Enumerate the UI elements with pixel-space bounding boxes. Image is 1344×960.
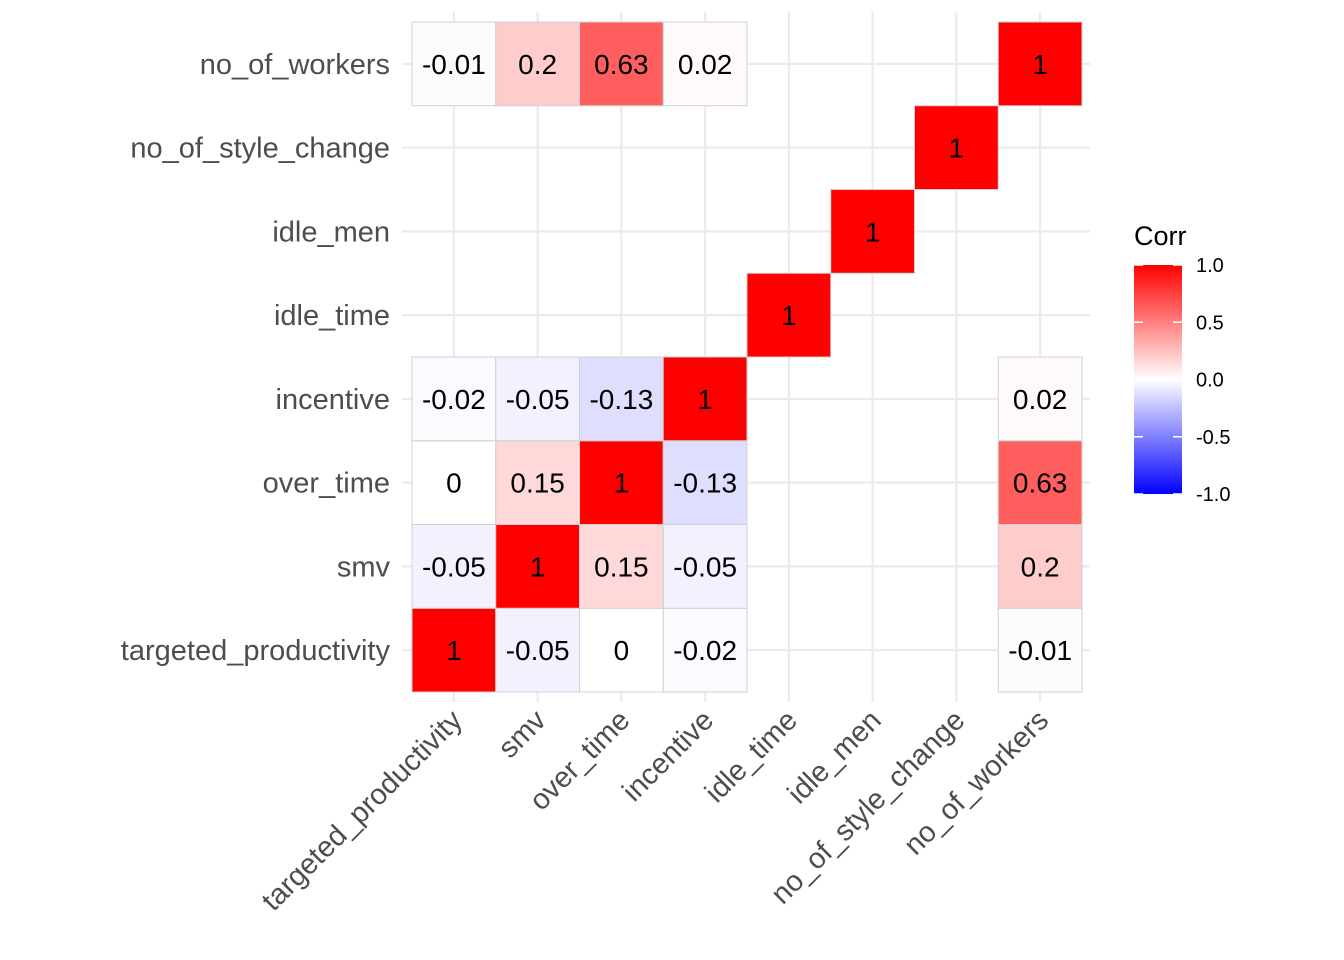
heatmap-cell xyxy=(579,356,664,442)
legend-title: Corr xyxy=(1134,221,1187,251)
heatmap-cell xyxy=(662,440,748,525)
cell-value-label: 0.15 xyxy=(594,551,649,582)
legend-tick-label: 0.0 xyxy=(1196,370,1224,392)
heatmap-cell xyxy=(495,440,580,525)
cell-value-label: 0 xyxy=(614,635,630,666)
legend-tick-label: 0.5 xyxy=(1196,312,1224,334)
heatmap-cell xyxy=(997,524,1083,609)
heatmap-cell xyxy=(411,524,497,609)
heatmap-cell xyxy=(830,189,915,274)
cell-value-label: 0.02 xyxy=(1013,384,1068,415)
cell-value-label: -0.01 xyxy=(422,49,486,80)
y-tick-label: over_time xyxy=(263,468,390,500)
legend: Corr 1.0 0.5 0.0 -0.5 -1.0 xyxy=(1134,221,1230,506)
cell-value-label: -0.05 xyxy=(422,551,486,582)
cell-value-label: 0.63 xyxy=(1013,468,1068,499)
heatmap-cell xyxy=(662,21,748,107)
heatmap-cell xyxy=(411,440,497,525)
cell-value-label: 0 xyxy=(446,468,462,499)
heatmap-cell xyxy=(662,524,748,609)
heatmap-cell xyxy=(411,356,497,442)
cell-value-label: -0.05 xyxy=(506,384,570,415)
x-tick-label: targeted_productivity xyxy=(256,704,469,917)
heatmap-cell xyxy=(579,21,664,107)
heatmap-cell xyxy=(997,356,1083,442)
cell-value-label: -0.02 xyxy=(422,384,486,415)
cell-value-label: 1 xyxy=(614,468,630,499)
cell-value-label: -0.13 xyxy=(673,468,737,499)
heatmap-cell xyxy=(997,21,1083,107)
cell-value-label: -0.05 xyxy=(506,635,570,666)
cell-labels: 1 -0.05 0 -0.02 -0.01 -0.05 1 0.15 -0.05 0.2 0 0.15… xyxy=(422,49,1072,666)
heatmap-cell xyxy=(914,105,999,190)
heatmap-cell xyxy=(997,607,1083,693)
cell-value-label: 1 xyxy=(530,551,546,582)
x-axis-tick-labels: targeted_productivity smvover_timeincenti… xyxy=(256,704,1055,917)
cell-value-label: 1 xyxy=(1032,49,1048,80)
heatmap-cell xyxy=(579,440,664,525)
cell-value-label: 0.15 xyxy=(510,468,565,499)
cell-value-label: -0.01 xyxy=(1008,635,1072,666)
y-tick-label: no_of_style_change xyxy=(130,133,390,165)
cell-value-label: -0.13 xyxy=(589,384,653,415)
cell-value-label: 0.02 xyxy=(678,49,733,80)
y-tick-label: smv xyxy=(337,551,391,583)
legend-tick-label: -0.5 xyxy=(1196,427,1230,449)
y-tick-label: idle_men xyxy=(272,216,390,248)
x-tick-label: smv xyxy=(492,704,553,765)
heatmap-cell xyxy=(579,607,664,693)
cell-value-label: 1 xyxy=(949,133,965,164)
heatmap-cell xyxy=(495,607,580,693)
heatmap-cell xyxy=(662,607,748,693)
y-tick-label: targeted_productivity xyxy=(121,635,391,667)
y-tick-label: no_of_workers xyxy=(200,49,390,81)
heatmap-cell xyxy=(495,356,580,442)
cell-value-label: 0.2 xyxy=(518,49,557,80)
heatmap-cell xyxy=(997,440,1083,525)
cell-value-label: 0.63 xyxy=(594,49,649,80)
heatmap-cell xyxy=(662,356,748,442)
heatmap-cell xyxy=(411,607,497,693)
y-tick-label: idle_time xyxy=(274,300,390,332)
heatmap-cells xyxy=(411,21,1083,693)
legend-tick-label: 1.0 xyxy=(1196,255,1224,277)
cell-value-label: 1 xyxy=(865,216,881,247)
cell-value-label: 1 xyxy=(697,384,713,415)
cell-value-label: 0.2 xyxy=(1021,551,1060,582)
y-axis-tick-labels: targeted_productivity smv over_time incenti… xyxy=(121,49,391,667)
cell-value-label: 1 xyxy=(446,635,462,666)
cell-value-label: -0.05 xyxy=(673,551,737,582)
cell-value-label: 1 xyxy=(781,300,797,331)
y-tick-label: incentive xyxy=(276,384,390,416)
heatmap-cell xyxy=(579,524,664,609)
cell-value-label: -0.02 xyxy=(673,635,737,666)
heatmap-cell xyxy=(746,272,832,358)
x-tick-label: no_of_workers xyxy=(898,704,1055,861)
legend-tick-label: -1.0 xyxy=(1196,484,1230,506)
